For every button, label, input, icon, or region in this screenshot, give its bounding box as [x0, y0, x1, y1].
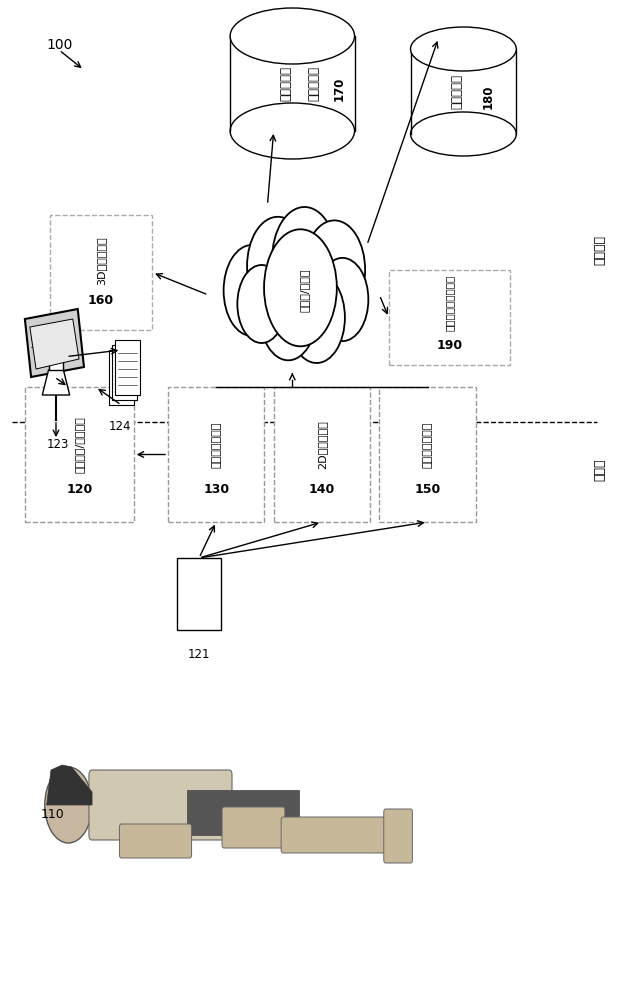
Text: 190: 190	[436, 339, 463, 352]
Circle shape	[260, 269, 317, 360]
Polygon shape	[25, 309, 84, 377]
Circle shape	[238, 265, 286, 343]
Bar	[389, 270, 510, 365]
Bar	[50, 215, 152, 330]
Bar	[379, 387, 476, 522]
Text: 用户行为分析器: 用户行为分析器	[211, 421, 221, 468]
Text: 110: 110	[40, 808, 64, 822]
Bar	[274, 387, 370, 522]
FancyBboxPatch shape	[222, 807, 285, 848]
Text: 122: 122	[30, 338, 52, 352]
Text: 120: 120	[66, 483, 93, 496]
Bar	[168, 387, 264, 522]
Text: 180: 180	[482, 84, 494, 109]
Bar	[25, 387, 134, 522]
Bar	[411, 49, 516, 134]
Ellipse shape	[230, 8, 355, 64]
Polygon shape	[47, 765, 92, 805]
Circle shape	[223, 245, 280, 336]
Text: 2D形状分析器: 2D形状分析器	[317, 420, 327, 469]
Circle shape	[304, 220, 365, 319]
Circle shape	[264, 229, 337, 346]
Text: 130: 130	[203, 483, 230, 496]
Text: 170: 170	[333, 76, 345, 101]
Text: 123: 123	[47, 438, 69, 452]
Bar	[109, 350, 134, 405]
FancyBboxPatch shape	[281, 817, 397, 853]
Bar	[115, 340, 140, 395]
Text: 服务器侧: 服务器侧	[594, 235, 606, 265]
Text: 虚拟试衣间应用程序: 虚拟试衣间应用程序	[444, 274, 455, 331]
FancyBboxPatch shape	[384, 809, 412, 863]
Text: 3D形状分析器: 3D形状分析器	[96, 236, 106, 285]
Text: 外观数据库: 外观数据库	[308, 66, 320, 101]
Circle shape	[289, 272, 345, 363]
Ellipse shape	[230, 103, 355, 159]
Text: 160: 160	[88, 294, 114, 307]
Text: 局域网/广域网: 局域网/广域网	[300, 268, 310, 312]
FancyBboxPatch shape	[89, 770, 232, 840]
Text: 用户体形和: 用户体形和	[280, 66, 292, 101]
Text: 150: 150	[414, 483, 441, 496]
Text: 用户反馈/指导模块: 用户反馈/指导模块	[74, 416, 85, 473]
Bar	[49, 358, 63, 370]
Text: 100: 100	[47, 38, 73, 52]
Ellipse shape	[411, 27, 516, 71]
Circle shape	[45, 767, 92, 843]
Polygon shape	[42, 370, 70, 395]
Text: 用户外观分析器: 用户外观分析器	[422, 421, 433, 468]
Text: 124: 124	[109, 420, 131, 433]
Bar	[177, 558, 221, 630]
Circle shape	[317, 258, 368, 341]
Polygon shape	[30, 319, 79, 369]
Circle shape	[272, 207, 337, 311]
Text: 140: 140	[309, 483, 335, 496]
Bar	[230, 36, 355, 131]
Text: 121: 121	[188, 648, 210, 661]
Bar	[112, 345, 137, 400]
Circle shape	[247, 217, 309, 316]
FancyBboxPatch shape	[119, 824, 192, 858]
Bar	[187, 790, 299, 835]
Ellipse shape	[411, 112, 516, 156]
Text: 服装数据库: 服装数据库	[451, 74, 463, 109]
Text: 用户侧: 用户侧	[594, 459, 606, 481]
